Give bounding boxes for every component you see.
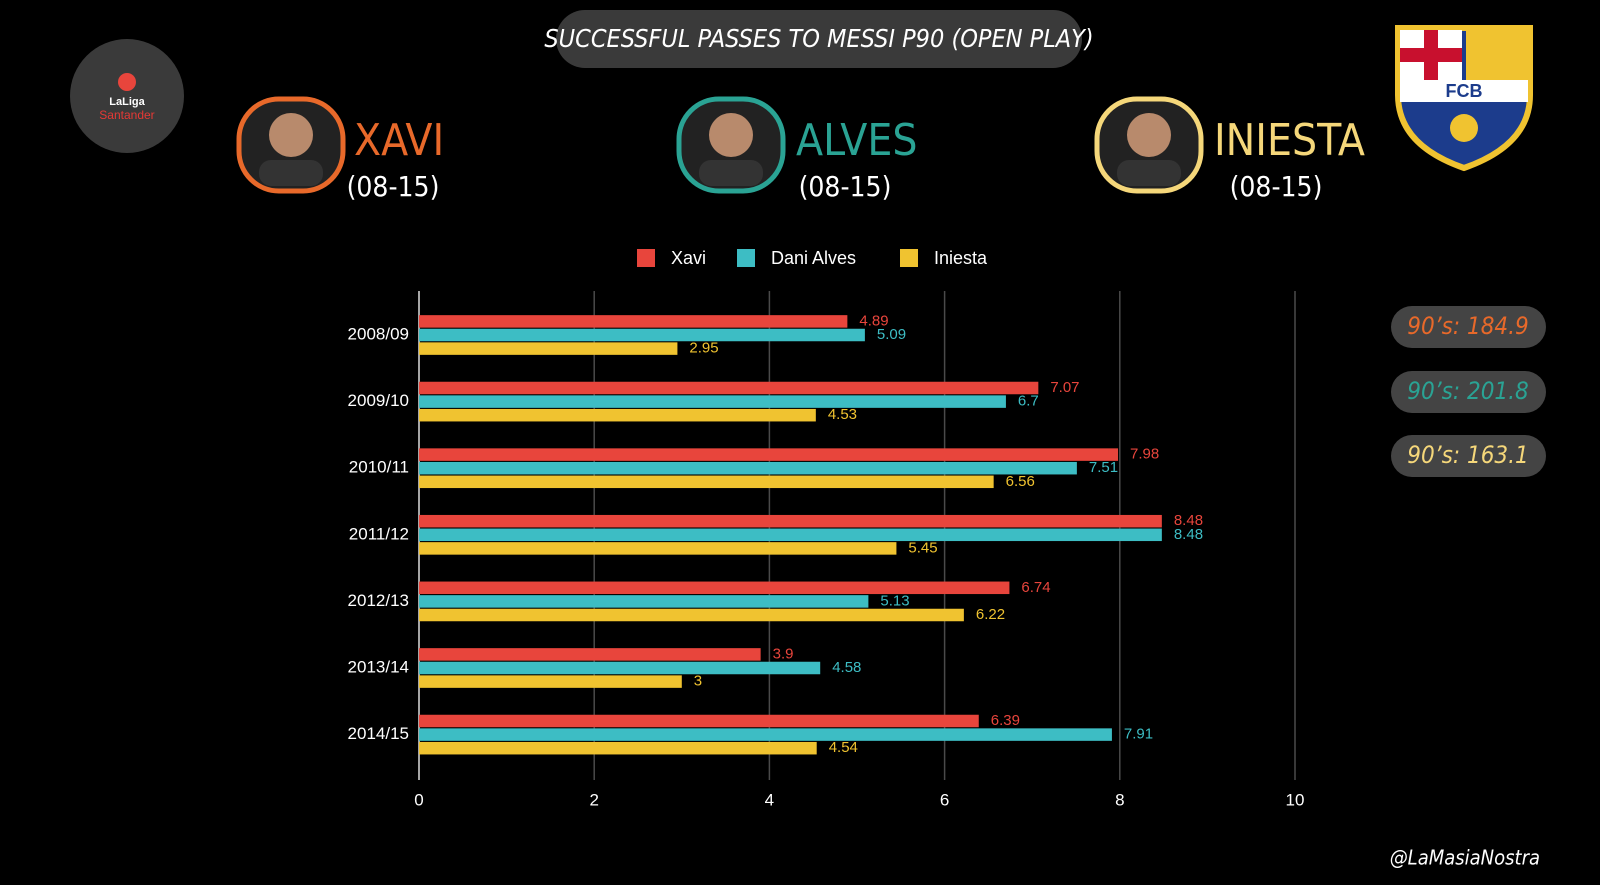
- legend-swatch: [900, 249, 918, 267]
- bar: [419, 648, 761, 661]
- bar: [419, 408, 816, 422]
- value-label: 5.13: [880, 592, 909, 609]
- crest-band: [1400, 80, 1528, 102]
- x-tick-label: 2: [589, 790, 598, 809]
- league-text: LaLiga: [109, 96, 145, 108]
- y-tick-label: 2014/15: [348, 724, 409, 743]
- value-label: 4.89: [859, 312, 888, 329]
- player-body: [1117, 160, 1181, 186]
- player-name: XAVI: [354, 115, 444, 166]
- value-label: 6.56: [1006, 473, 1035, 490]
- value-label: 8.48: [1174, 526, 1203, 543]
- legend-label: Dani Alves: [771, 248, 856, 268]
- player-body: [699, 160, 763, 186]
- bar: [419, 514, 1162, 528]
- value-label: 7.98: [1130, 446, 1159, 463]
- sponsor-text: Santander: [99, 108, 154, 122]
- league-logo: [70, 39, 184, 153]
- value-label: 6.22: [976, 606, 1005, 623]
- value-label: 3.9: [773, 645, 794, 662]
- x-tick-label: 4: [765, 790, 774, 809]
- legend-swatch: [637, 249, 655, 267]
- value-label: 6.74: [1021, 579, 1050, 596]
- x-tick-label: 6: [940, 790, 949, 809]
- nineties-label: 90’s: 184.9: [1407, 312, 1529, 340]
- player-period: (08-15): [347, 170, 440, 203]
- value-label: 8.48: [1174, 512, 1203, 529]
- y-tick-label: 2008/09: [348, 324, 409, 343]
- bar: [419, 741, 817, 755]
- bar: [419, 595, 869, 608]
- player-period: (08-15): [799, 170, 892, 203]
- league-icon: [118, 73, 136, 91]
- chart-title: SUCCESSFUL PASSES TO MESSI P90 (OPEN PLA…: [544, 24, 1093, 53]
- y-tick-label: 2010/11: [349, 458, 409, 477]
- value-label: 5.09: [877, 326, 906, 343]
- bar: [419, 461, 1077, 475]
- x-tick-label: 10: [1286, 790, 1305, 809]
- nineties-pill: [1391, 371, 1546, 413]
- player-name: INIESTA: [1214, 115, 1365, 166]
- value-label: 7.91: [1124, 726, 1153, 743]
- value-label: 7.51: [1089, 459, 1118, 476]
- y-tick-label: 2011/12: [349, 524, 409, 543]
- x-tick-label: 8: [1115, 790, 1124, 809]
- crest-stripes: [1466, 30, 1528, 80]
- player-head: [709, 113, 753, 157]
- bar: [419, 661, 821, 675]
- value-label: 5.45: [908, 539, 937, 556]
- value-label: 6.7: [1018, 393, 1039, 410]
- value-label: 3: [694, 673, 702, 690]
- bar: [419, 542, 897, 555]
- crest: FCB: [1395, 25, 1533, 172]
- bar: [419, 381, 1039, 395]
- player-name: ALVES: [796, 115, 918, 166]
- nineties-label: 90’s: 201.8: [1407, 377, 1529, 405]
- y-tick-label: 2009/10: [348, 391, 409, 410]
- bar: [419, 728, 1112, 741]
- player-body: [259, 160, 323, 186]
- bar: [419, 528, 1162, 542]
- value-label: 4.53: [828, 406, 857, 423]
- bar: [419, 581, 1010, 595]
- legend-label: Xavi: [671, 248, 706, 268]
- title-pill: [556, 10, 1082, 68]
- nineties-pill: [1391, 435, 1546, 477]
- bar: [419, 675, 682, 688]
- crest-text: FCB: [1446, 81, 1483, 101]
- value-label: 4.58: [832, 659, 861, 676]
- bar: [419, 475, 994, 489]
- crest-cross: [1400, 48, 1462, 62]
- bar: [419, 395, 1006, 408]
- bar: [419, 328, 865, 342]
- player-head: [1127, 113, 1171, 157]
- y-tick-label: 2013/14: [348, 657, 409, 676]
- legend-label: Iniesta: [934, 248, 988, 268]
- value-label: 2.95: [689, 340, 718, 357]
- bar: [419, 714, 979, 728]
- bar: [419, 608, 964, 622]
- legend-swatch: [737, 249, 755, 267]
- watermark: @LaMasiaNostra: [1390, 846, 1540, 870]
- nineties-label: 90’s: 163.1: [1407, 441, 1529, 469]
- crest-ball: [1450, 114, 1478, 142]
- value-label: 4.54: [829, 739, 858, 756]
- bar: [419, 315, 848, 328]
- player-head: [269, 113, 313, 157]
- nineties-pill: [1391, 306, 1546, 348]
- bar: [419, 342, 678, 355]
- value-label: 7.07: [1050, 379, 1079, 396]
- value-label: 6.39: [991, 712, 1020, 729]
- player-period: (08-15): [1230, 170, 1323, 203]
- x-tick-label: 0: [414, 790, 423, 809]
- y-tick-label: 2012/13: [348, 591, 409, 610]
- bar: [419, 448, 1119, 461]
